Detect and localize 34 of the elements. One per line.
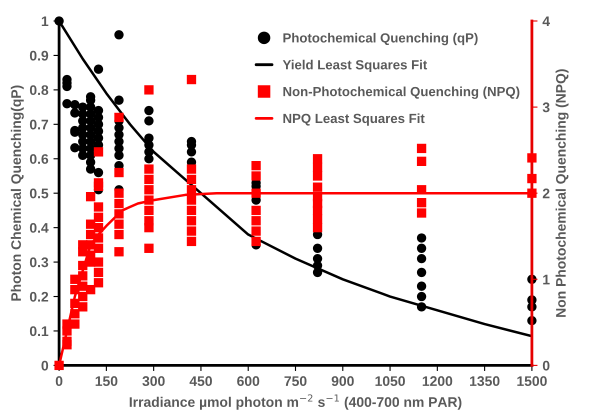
x-tick-label: 450	[190, 376, 212, 386]
legend-label: Photochemical Quenching (qP)	[283, 32, 478, 46]
x-tick-label: 900	[332, 376, 354, 386]
legend-label: NPQ Least Squares Fit	[283, 113, 425, 126]
y2-tick-label: 3	[542, 102, 550, 112]
y-tick-label: 0.4	[30, 222, 49, 233]
y-tick-label: 0.3	[30, 257, 48, 268]
x-tick-label: 150	[96, 376, 118, 386]
y-tick-label: 0	[42, 360, 48, 371]
y-tick-label: 0.9	[30, 50, 48, 61]
y-tick-label: 0.2	[30, 292, 48, 302]
y2-tick-label: 1	[543, 274, 550, 284]
x-tick-label: 1500	[517, 376, 547, 386]
y-tick-label: 0.6	[30, 154, 48, 164]
y2-tick-label: 2	[542, 188, 550, 198]
x-tick-label: 1350	[470, 376, 500, 386]
x-tick-label: 1050	[375, 376, 405, 386]
y2-tick-label: 0	[542, 360, 550, 371]
legend-label: Yield Least Squares Fit	[282, 60, 428, 72]
legend-label: Non-Photochemical Quenching (NPQ)	[283, 86, 520, 99]
y2-tick-label: 4	[542, 16, 550, 26]
x-tick-label: 300	[142, 376, 165, 386]
y-tick-label: 0.8	[30, 85, 48, 96]
x-tick-label: 0	[56, 376, 62, 386]
y2-axis-title: Non Photochemical Quenching (NPQ)	[556, 69, 569, 317]
y-tick-label: 0.7	[30, 120, 48, 130]
y-tick-label: 1	[42, 16, 48, 26]
x-tick-label: 750	[284, 376, 307, 386]
x-axis-title: Irradiance µmol photon m$^{−2}$ s$^{−1}$ (400-700 nm PAR)	[130, 394, 462, 410]
y-tick-label: 0.5	[30, 188, 48, 198]
x-tick-label: 1200	[422, 376, 452, 386]
y-axis-title: Photon Chemical Quenching(qP)	[10, 85, 24, 301]
x-tick-label: 600	[237, 376, 260, 386]
y-tick-label: 0.1	[30, 326, 48, 336]
